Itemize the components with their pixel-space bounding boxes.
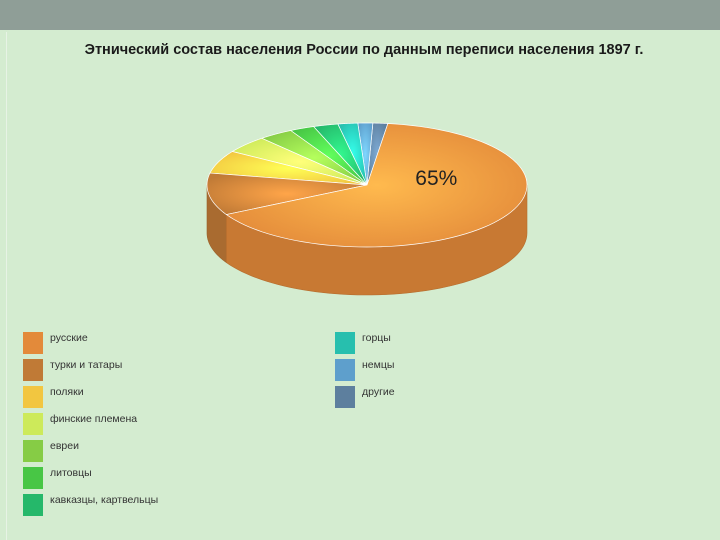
pie-slice-9 <box>357 122 374 186</box>
legend-swatch-9 <box>335 359 355 381</box>
legend-label-4: финские племена <box>50 413 138 425</box>
legend-item-2: турки и татары <box>23 359 122 381</box>
legend-item-7: кавказцы, картвельцы <box>23 494 158 516</box>
pie-slice-5 <box>260 130 368 186</box>
legend-item-5: евреи <box>23 440 79 462</box>
legend-swatch-6 <box>23 467 43 489</box>
legend-item-1: русские <box>23 332 88 354</box>
pie-slice-3 <box>209 151 368 186</box>
legend-item-8: горцы <box>335 332 391 354</box>
legend-item-9: немцы <box>335 359 394 381</box>
legend-label-6: литовцы <box>50 467 92 479</box>
legend-item-4: финские племена <box>23 413 137 435</box>
legend-label-5: евреи <box>50 440 79 452</box>
pie-slice-4 <box>231 137 368 186</box>
legend-label-9: немцы <box>362 359 395 371</box>
legend-label-3: поляки <box>50 386 84 398</box>
slide: Этнический состав населения России по да… <box>6 32 720 540</box>
legend-swatch-3 <box>23 386 43 408</box>
legend-label-8: горцы <box>362 332 391 344</box>
pie-slice-7 <box>312 123 368 186</box>
top-bar <box>0 0 720 30</box>
pie-slice-1 <box>225 123 528 248</box>
legend-item-10: другие <box>335 386 395 408</box>
legend-swatch-8 <box>335 332 355 354</box>
pie-slice-2 <box>206 172 368 215</box>
legend-item-3: поляки <box>23 386 84 408</box>
legend-item-6: литовцы <box>23 467 92 489</box>
legend-label-7: кавказцы, картвельцы <box>50 494 159 506</box>
legend-swatch-5 <box>23 440 43 462</box>
legend-swatch-4 <box>23 413 43 435</box>
chart-title: Этнический состав населения России по да… <box>84 42 644 58</box>
pie-slice-6 <box>289 126 368 186</box>
pie-chart: 65% <box>206 122 528 296</box>
legend-label-10: другие <box>362 386 395 398</box>
legend-swatch-2 <box>23 359 43 381</box>
legend-label-2: турки и татары <box>50 359 123 371</box>
legend-swatch-10 <box>335 386 355 408</box>
legend-swatch-7 <box>23 494 43 516</box>
chart-legend: русские турки и татары поляки финские племе… <box>23 332 443 532</box>
legend-label-1: русские <box>50 332 88 344</box>
data-label-1: 65% <box>415 167 457 190</box>
legend-swatch-1 <box>23 332 43 354</box>
